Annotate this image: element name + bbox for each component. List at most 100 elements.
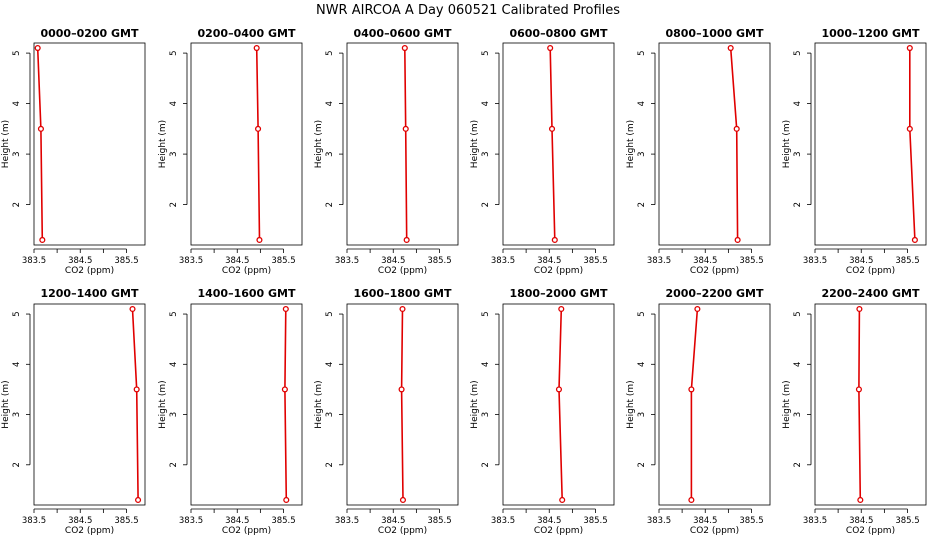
plot-frame [346, 42, 459, 246]
y-tick-label: 5 [793, 50, 803, 55]
y-tick-label: 2 [325, 462, 335, 467]
data-point [688, 386, 695, 393]
y-tick-label: 3 [12, 151, 22, 156]
x-tick-label: 384.5 [68, 516, 92, 526]
x-tick-label: 385.5 [739, 516, 763, 526]
data-point [37, 125, 44, 132]
x-axis-label: CO2 (ppm) [65, 266, 114, 276]
x-axis-label: CO2 (ppm) [534, 266, 583, 276]
y-tick-label: 2 [793, 202, 803, 207]
y-tick-label: 4 [637, 101, 647, 106]
panel-title: 1200–1400 GMT [40, 287, 139, 300]
data-point [398, 386, 405, 393]
x-tick-label: 384.5 [381, 516, 405, 526]
panel-title: 0000–0200 GMT [40, 27, 139, 40]
x-tick-label: 385.5 [427, 256, 451, 266]
x-tick-label: 385.5 [895, 256, 919, 266]
x-tick-label: 384.5 [693, 516, 717, 526]
y-tick-label: 2 [12, 202, 22, 207]
y-axis-label: Height (m) [158, 120, 168, 168]
y-tick-label: 2 [12, 462, 22, 467]
y-tick-label: 2 [481, 202, 491, 207]
x-tick-label: 383.5 [335, 256, 359, 266]
y-axis-label: Height (m) [470, 120, 480, 168]
data-point [402, 125, 409, 132]
y-tick-label: 3 [793, 412, 803, 417]
data-point [129, 305, 136, 313]
x-tick-label: 385.5 [583, 516, 607, 526]
y-axis-label: Height (m) [314, 380, 324, 428]
data-point [559, 496, 566, 504]
x-tick-label: 383.5 [647, 516, 671, 526]
data-point [256, 236, 263, 244]
y-axis-label: Height (m) [626, 380, 636, 428]
y-axis-label: Height (m) [470, 380, 480, 428]
x-tick-label: 384.5 [693, 256, 717, 266]
y-tick-label: 5 [481, 311, 491, 316]
x-tick-label: 385.5 [739, 256, 763, 266]
data-point [281, 386, 288, 393]
data-point [694, 305, 701, 313]
profile-line [558, 308, 563, 501]
x-axis-label: CO2 (ppm) [846, 266, 895, 276]
panel-title: 0400–0600 GMT [353, 27, 452, 40]
data-point [548, 125, 556, 132]
y-tick-label: 4 [12, 101, 22, 106]
y-tick-label: 4 [637, 362, 647, 367]
profile-line [549, 48, 556, 240]
data-point [906, 125, 913, 132]
x-tick-label: 385.5 [114, 256, 138, 266]
y-tick-label: 3 [481, 151, 491, 156]
panel-title: 0200–0400 GMT [197, 27, 296, 40]
data-point [911, 236, 918, 244]
plot-frame [814, 303, 927, 506]
x-axis-label: CO2 (ppm) [690, 526, 739, 536]
plot-frame [190, 303, 303, 506]
x-tick-label: 383.5 [335, 516, 359, 526]
y-tick-label: 3 [325, 151, 335, 156]
y-axis-label: Height (m) [626, 120, 636, 168]
y-tick-label: 2 [169, 202, 179, 207]
y-tick-label: 5 [12, 311, 22, 316]
y-tick-label: 2 [325, 202, 335, 207]
panel-title: 2000–2200 GMT [665, 287, 764, 300]
profile-line [404, 48, 408, 240]
x-tick-label: 383.5 [22, 256, 46, 266]
y-tick-label: 5 [169, 311, 179, 316]
x-axis-label: CO2 (ppm) [534, 526, 583, 536]
y-tick-label: 5 [481, 50, 491, 55]
data-point [906, 44, 913, 52]
x-tick-label: 383.5 [647, 256, 671, 266]
profile-line [858, 308, 862, 501]
data-point [403, 236, 410, 244]
y-tick-label: 2 [793, 462, 803, 467]
data-point [547, 44, 554, 52]
x-axis-label: CO2 (ppm) [378, 266, 427, 276]
y-axis-label: Height (m) [1, 380, 11, 428]
data-point [734, 236, 741, 244]
data-point [733, 125, 740, 132]
profile-line [400, 308, 404, 501]
profile-line [36, 48, 44, 240]
x-axis-label: CO2 (ppm) [222, 266, 271, 276]
panel-title: 0800–1000 GMT [665, 27, 764, 40]
plot-frame [658, 42, 771, 246]
y-tick-label: 3 [793, 151, 803, 156]
data-point [282, 305, 289, 313]
profile-line [131, 308, 139, 501]
plot-frame [190, 42, 303, 246]
data-point [558, 305, 565, 313]
y-tick-label: 3 [12, 412, 22, 417]
data-point [253, 44, 260, 52]
y-tick-label: 5 [12, 50, 22, 55]
